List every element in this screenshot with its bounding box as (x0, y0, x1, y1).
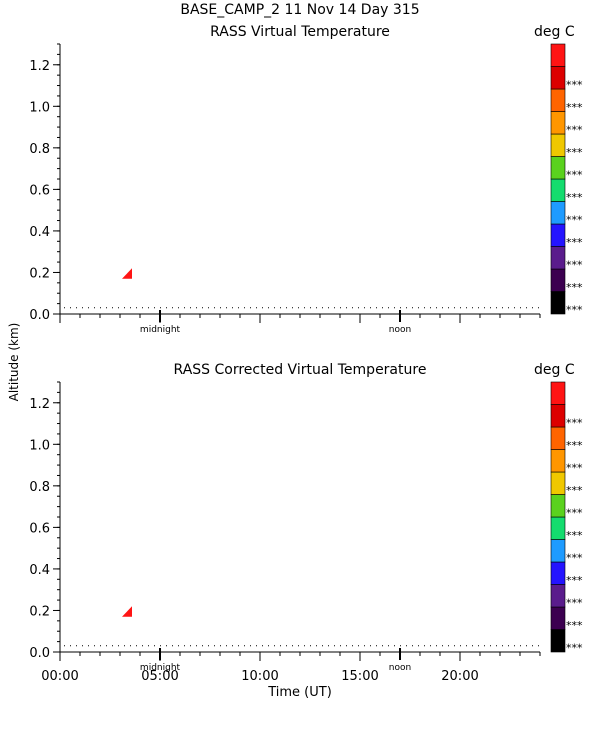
x-axis-label: Time (UT) (268, 685, 332, 700)
panel2-colorbar-swatch (550, 426, 566, 450)
panel2-colorbar-swatch (550, 449, 566, 473)
panel1-marker-midnight-label: midnight (140, 325, 181, 335)
panel1-colorbar-label: *** (566, 214, 583, 227)
panel2-y-tick-label: 0.8 (29, 480, 50, 495)
panel2-colorbar-label: *** (566, 462, 583, 475)
panel2-marker-midnight-label: midnight (140, 663, 181, 673)
panel1-y-tick-label: 1.0 (29, 100, 50, 115)
panel2-colorbar-swatch (550, 471, 566, 495)
panel2-colorbar-label: *** (566, 552, 583, 565)
panel2-colorbar-swatch (550, 404, 566, 428)
panel2-colorbar-label: *** (566, 529, 583, 542)
panel1-colorbar-label: *** (566, 236, 583, 249)
panel2-y-tick-label: 1.0 (29, 438, 50, 453)
panel2-colorbar-label: *** (566, 574, 583, 587)
panel1-colorbar-swatch (550, 111, 566, 135)
panel2-colorbar-swatch (550, 539, 566, 563)
panel2-colorbar-label: *** (566, 597, 583, 610)
panel2-title: RASS Corrected Virtual Temperature (173, 362, 427, 378)
panel2-colorbar-swatch (550, 584, 566, 608)
panel1-data-cell (122, 268, 132, 279)
panel2-colorbar-swatch (550, 606, 566, 630)
panel1-colorbar-swatch (550, 201, 566, 225)
panel1-colorbar-label: *** (566, 124, 583, 137)
panel2-marker-noon-label: noon (389, 663, 411, 673)
panel1-colorbar-label: *** (566, 79, 583, 92)
panel2-colorbar-swatch (550, 561, 566, 585)
panel2-y-tick-label: 0.4 (29, 563, 50, 578)
panel2-colorbar-label: *** (566, 439, 583, 452)
panel1-colorbar-label: *** (566, 281, 583, 294)
panel1-y-tick-label: 1.2 (29, 59, 50, 74)
panel1-colorbar-label: *** (566, 259, 583, 272)
panel1-y-tick-label: 0.4 (29, 225, 50, 240)
panel1-colorbar-swatch (550, 223, 566, 247)
panel2-colorbar-swatch (550, 629, 566, 653)
panel1-y-tick-label: 0.8 (29, 142, 50, 157)
panel1-colorbar-swatch (550, 268, 566, 292)
panel1-colorbar-label: *** (566, 304, 583, 317)
panel1-colorbar-swatch (550, 156, 566, 180)
panel1-colorbar-swatch (550, 43, 566, 67)
panel1-colorbar-swatch (550, 88, 566, 112)
site-title: BASE_CAMP_2 11 Nov 14 Day 315 (180, 2, 420, 18)
panel2-colorbar-label: *** (566, 417, 583, 430)
panel1-colorbar-swatch (550, 291, 566, 315)
panel2-colorbar-swatch (550, 516, 566, 540)
panel2-x-tick-label: 20:00 (441, 669, 478, 684)
panel1-colorbar-label: *** (566, 146, 583, 159)
panel2-y-tick-label: 0.2 (29, 604, 50, 619)
panel1-colorbar-swatch (550, 133, 566, 157)
panel2-x-tick-label: 00:00 (41, 669, 78, 684)
panel2-x-tick-label: 10:00 (241, 669, 278, 684)
panel1-y-tick-label: 0.0 (29, 308, 50, 323)
panel2-colorbar-swatch (550, 494, 566, 518)
panel2-y-tick-label: 1.2 (29, 397, 50, 412)
panel2-x-tick-label: 15:00 (341, 669, 378, 684)
panel1-y-tick-label: 0.2 (29, 266, 50, 281)
panel2-data-cell (122, 606, 132, 617)
panel1-title: RASS Virtual Temperature (210, 24, 390, 40)
panel2-units-label: deg C (534, 362, 575, 378)
panel1-colorbar-swatch (550, 178, 566, 202)
panel1-colorbar-swatch (550, 66, 566, 90)
panel2-colorbar-label: *** (566, 507, 583, 520)
panel1-marker-noon-label: noon (389, 325, 411, 335)
panel2-colorbar-label: *** (566, 619, 583, 632)
panel2-x-tick-label: 05:00 (141, 669, 178, 684)
panel2-colorbar-label: *** (566, 642, 583, 655)
panel1-y-tick-label: 0.6 (29, 183, 50, 198)
panel1-colorbar-label: *** (566, 191, 583, 204)
panel1-units-label: deg C (534, 24, 575, 40)
panel1-colorbar-swatch (550, 246, 566, 270)
panel2-y-tick-label: 0.0 (29, 646, 50, 661)
panel2-y-tick-label: 0.6 (29, 521, 50, 536)
panel1-colorbar-label: *** (566, 101, 583, 114)
panel1-colorbar-label: *** (566, 169, 583, 182)
panel2-colorbar-label: *** (566, 484, 583, 497)
panel2-colorbar-swatch (550, 381, 566, 405)
